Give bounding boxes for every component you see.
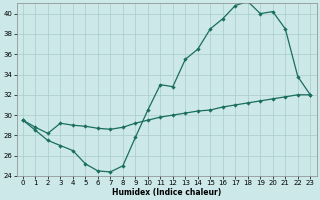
X-axis label: Humidex (Indice chaleur): Humidex (Indice chaleur) [112,188,221,197]
